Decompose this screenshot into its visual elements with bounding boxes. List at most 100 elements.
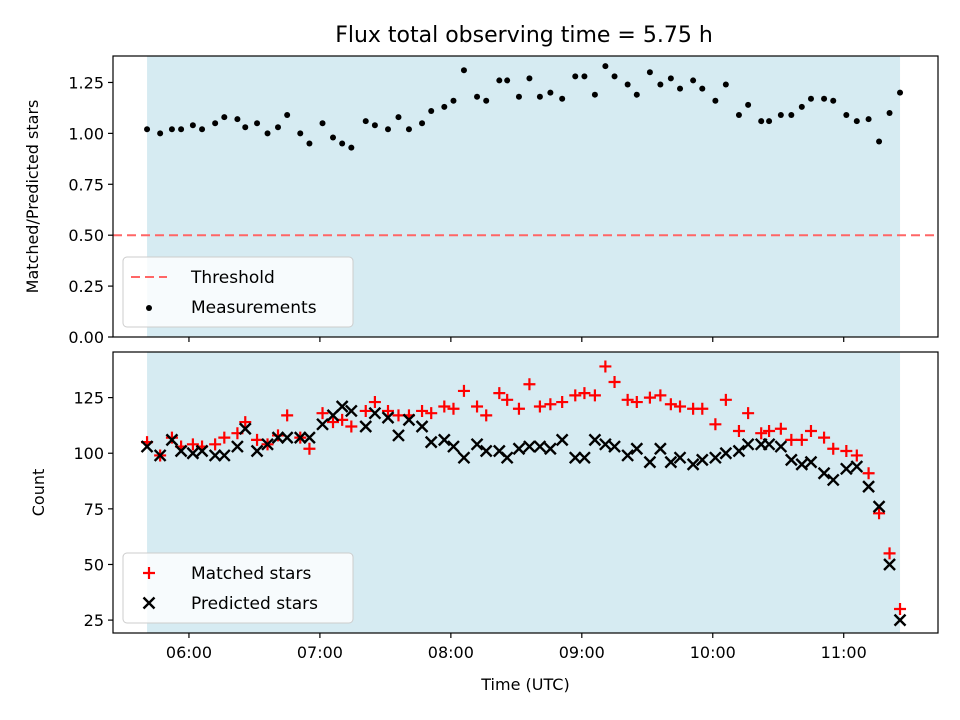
predicted-star-point [630, 442, 644, 456]
measurement-point [798, 103, 805, 110]
matched-star-point [696, 402, 709, 415]
matched-star-point [608, 376, 621, 389]
measurement-point [450, 97, 457, 104]
predicted-star-point [250, 444, 264, 458]
matched-star-point [218, 431, 231, 444]
legend-label: Threshold [190, 268, 275, 288]
measurement-point [405, 126, 412, 133]
matched-star-point [392, 409, 405, 422]
matched-star-point [578, 387, 591, 400]
legend-predicted-swatch [142, 596, 156, 610]
predicted-star-point [344, 404, 358, 418]
predicted-star-point [862, 480, 875, 493]
measurement-point [242, 124, 249, 131]
matched-star-point [533, 400, 546, 413]
matched-star-point [512, 402, 525, 415]
predicted-star-point [695, 453, 709, 467]
measurement-point [865, 116, 872, 123]
predicted-star-point [523, 440, 536, 453]
predicted-star-point [261, 437, 274, 451]
predicted-star-point [621, 449, 634, 462]
matched-star-point [755, 427, 768, 440]
predicted-star-point [174, 444, 188, 458]
y-tick-label: 1.25 [68, 73, 104, 92]
matched-star-point [345, 420, 358, 433]
legend-box [122, 552, 354, 624]
measurement-point [526, 75, 533, 82]
y-axis-label: Count [29, 469, 48, 517]
measurement-point [591, 91, 598, 98]
measurement-point [460, 67, 467, 74]
matched-star-point [873, 507, 886, 520]
ratio-panel: 0.00 0.25 0.50 0.75 1.00 1.25 Matched/Predicte… [23, 55, 939, 347]
matched-star-point [599, 360, 612, 373]
measurement-point [339, 140, 346, 147]
predicted-star-point [457, 451, 471, 465]
measurement-point [602, 63, 609, 70]
predicted-star-point [359, 420, 373, 433]
matched-star-point [368, 396, 381, 409]
predicted-star-point [402, 413, 416, 427]
measurement-point [199, 126, 206, 133]
matched-star-point [674, 400, 687, 413]
matched-star-point [630, 396, 643, 409]
predicted-star-point [664, 455, 678, 469]
measurement-point [168, 126, 175, 133]
predicted-star-point [140, 440, 154, 453]
predicted-star-point [686, 458, 700, 471]
measurement-point [766, 118, 773, 125]
legend-label: Matched stars [191, 564, 311, 584]
x-tick-label: 07:00 [297, 643, 343, 662]
axes-frame [112, 351, 939, 634]
matched-star-point [850, 449, 863, 462]
matched-star-point [480, 409, 493, 422]
x-tick-label: 09:00 [559, 643, 605, 662]
measurement-point [788, 112, 795, 119]
measurement-point [657, 81, 664, 88]
measurement-point [212, 120, 219, 127]
matched-star-point [719, 393, 732, 406]
predicted-star-point [608, 440, 621, 453]
y-tick-label: 25 [84, 611, 104, 630]
measurement-point [886, 110, 893, 117]
measurement-point [559, 95, 566, 102]
predicted-star-point [568, 451, 582, 465]
predicted-star-point [709, 451, 722, 465]
count-panel: 25 50 75 100 125 06:00 07:00 08:00 09:00 10:00 11:… [29, 351, 939, 694]
measurement-point [547, 89, 554, 96]
measurement-point [807, 95, 814, 102]
predicted-star-point [544, 442, 557, 456]
measurement-point [677, 85, 684, 92]
measurement-point [777, 112, 784, 119]
matched-star-point [457, 384, 470, 397]
matched-star-point [654, 389, 667, 402]
measurement-point [144, 126, 151, 133]
predicted-star-point [732, 444, 746, 458]
matched-star-point [471, 400, 484, 413]
legend-label: Measurements [191, 298, 317, 318]
predicted-star-point [578, 451, 591, 465]
measurement-point [441, 103, 448, 110]
matched-star-point [544, 398, 557, 411]
measurement-point [395, 114, 402, 121]
measurement-point [843, 112, 850, 119]
measurement-point [667, 75, 674, 82]
y-tick-label: 0.00 [68, 328, 104, 347]
matched-star-point [785, 433, 798, 446]
legend-label: Predicted stars [191, 594, 318, 614]
measurement-point [330, 134, 336, 141]
matched-star-point [416, 404, 429, 417]
predicted-star-point [774, 440, 788, 453]
predicted-star-point [804, 455, 818, 469]
measurement-point [758, 118, 765, 125]
measurement-point [297, 130, 304, 137]
matched-star-point [588, 389, 601, 402]
predicted-star-point [271, 431, 285, 445]
matched-star-point [251, 433, 264, 446]
predicted-star-point [500, 451, 514, 465]
measurement-point [624, 81, 631, 88]
predicted-star-point [368, 406, 382, 420]
predicted-star-point [153, 449, 167, 462]
y-tick-label: 100 [73, 444, 104, 463]
